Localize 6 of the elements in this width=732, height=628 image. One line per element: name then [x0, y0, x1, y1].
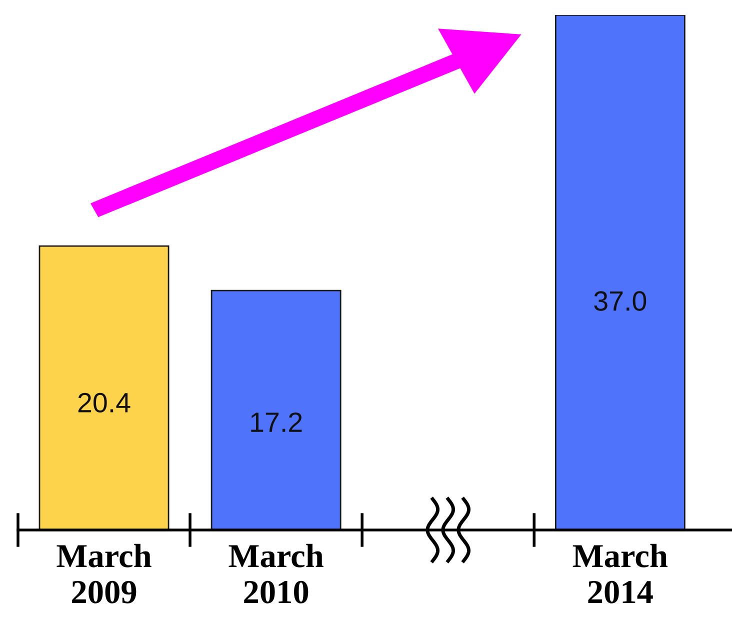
- x-tick-label: March 2009: [56, 544, 152, 604]
- x-tick-label: March 2014: [572, 544, 668, 604]
- x-tick-label: March 2010: [228, 544, 324, 604]
- data-label: 20.4: [78, 392, 130, 413]
- data-label: 17.2: [251, 412, 302, 432]
- data-label: 37.0: [594, 291, 646, 311]
